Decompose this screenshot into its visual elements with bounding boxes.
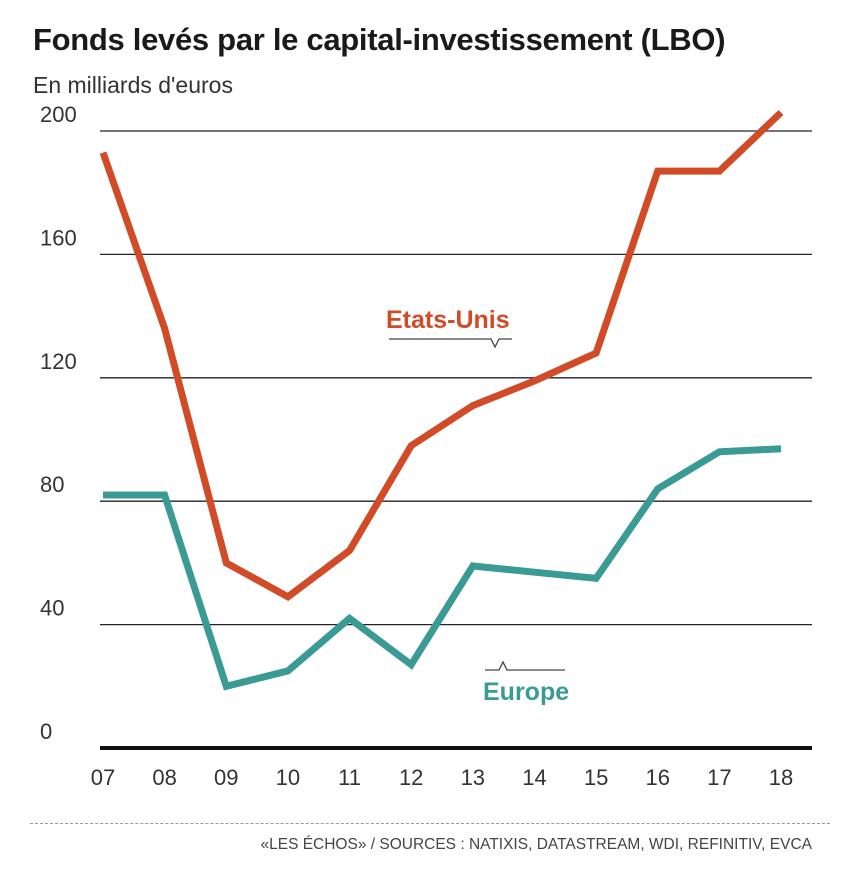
footer-divider [30, 823, 830, 824]
x-tick-label-15: 15 [584, 765, 608, 790]
chart-subtitle: En milliards d'euros [33, 72, 233, 98]
gridlines [100, 130, 812, 750]
chart-title: Fonds levés par le capital-investissemen… [33, 22, 726, 57]
series-line-europe [103, 445, 782, 691]
y-tick-label-200: 200 [40, 102, 77, 127]
y-tick-label-0: 0 [40, 719, 52, 744]
y-tick-label-120: 120 [40, 349, 77, 374]
series-label-europe: Europe [483, 678, 569, 706]
x-tick-label-07: 07 [91, 765, 115, 790]
leader-etats-unis [389, 338, 512, 349]
x-tick-label-09: 09 [214, 765, 238, 790]
x-tick-label-18: 18 [769, 765, 793, 790]
x-tick-label-11: 11 [338, 765, 361, 790]
source-note: «LES ÉCHOS» / SOURCES : NATIXIS, DATASTR… [260, 836, 812, 853]
y-tick-label-40: 40 [40, 596, 64, 621]
leader-europe [485, 660, 565, 671]
x-tick-label-14: 14 [522, 765, 546, 790]
x-tick-label-17: 17 [707, 765, 731, 790]
x-tick-label-12: 12 [399, 765, 423, 790]
y-tick-label-160: 160 [40, 225, 77, 250]
x-tick-label-10: 10 [276, 765, 300, 790]
x-tick-label-13: 13 [461, 765, 485, 790]
series-labels: Etats-Unis Europe [386, 306, 569, 706]
x-tick-label-08: 08 [152, 765, 176, 790]
x-axis-ticks: 07 08 09 10 11 12 13 14 15 16 17 18 [91, 765, 793, 790]
series-line-etats-unis [99, 109, 784, 601]
series-label-etats-unis: Etats-Unis [386, 306, 510, 334]
y-tick-label-80: 80 [40, 472, 64, 497]
y-axis-ticks: 0 40 80 120 160 200 [40, 102, 77, 744]
series-lines [99, 109, 784, 691]
x-tick-label-16: 16 [645, 765, 669, 790]
